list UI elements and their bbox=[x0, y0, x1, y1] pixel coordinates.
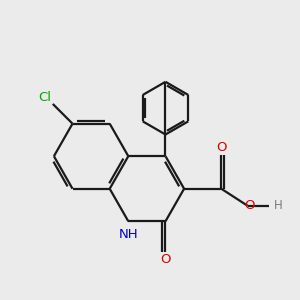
Text: O: O bbox=[160, 253, 171, 266]
Text: NH: NH bbox=[118, 228, 138, 241]
Text: O: O bbox=[244, 199, 254, 212]
Text: O: O bbox=[216, 141, 226, 154]
Text: H: H bbox=[274, 199, 282, 212]
Text: Cl: Cl bbox=[38, 91, 52, 103]
